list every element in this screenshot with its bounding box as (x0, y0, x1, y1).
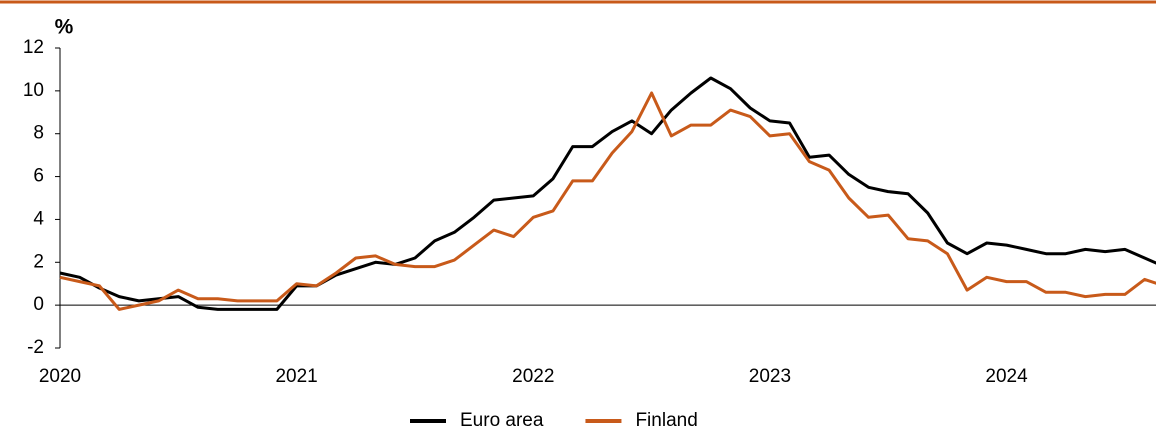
y-tick-label: 12 (23, 37, 44, 58)
x-tick-label: 2020 (39, 366, 81, 387)
y-tick-label: 0 (33, 294, 44, 315)
legend-label: Euro area (460, 410, 544, 431)
line-series (59, 76, 1156, 311)
y-tick-label: 4 (33, 208, 44, 229)
y-tick-label: 10 (23, 80, 44, 101)
legend-label: Finland (635, 410, 697, 431)
x-tick-label: 2022 (512, 366, 554, 387)
line-series (59, 91, 1156, 311)
x-tick-label: 2021 (275, 366, 317, 387)
y-tick-label: -2 (27, 337, 44, 358)
x-tick-label: 2024 (985, 366, 1028, 387)
y-axis-unit: % (55, 16, 74, 39)
y-tick-label: 6 (33, 166, 44, 187)
y-tick-label: 2 (33, 251, 44, 272)
x-tick-label: 2023 (749, 366, 791, 387)
y-tick-label: 8 (33, 123, 44, 144)
